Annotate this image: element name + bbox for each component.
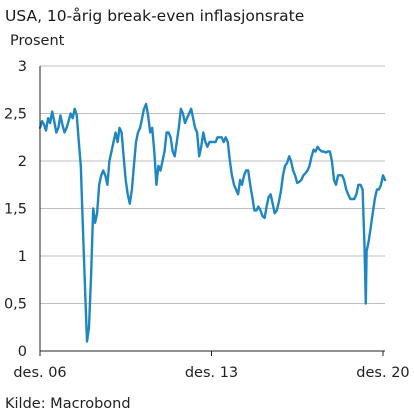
y-tick-label: 2,5 bbox=[4, 107, 27, 123]
series-line bbox=[38, 102, 387, 343]
x-tick-label: des. 06 bbox=[13, 365, 66, 381]
y-tick-label: 1,5 bbox=[4, 202, 27, 218]
series-layer bbox=[38, 102, 387, 343]
y-tick-label: 2 bbox=[18, 154, 27, 170]
y-tick-label: 0,5 bbox=[4, 297, 27, 313]
y-tick-label: 0 bbox=[18, 344, 27, 360]
source-note: Kilde: Macrobond bbox=[5, 396, 131, 412]
y-axis-label: Prosent bbox=[10, 33, 65, 49]
axes: 0 0,5 1 1,5 2 2,5 3 des. 06 des. 13 des. 20 bbox=[4, 59, 410, 381]
chart-title: USA, 10-årig break-even inflasjonsrate bbox=[5, 7, 304, 25]
y-tick-label: 3 bbox=[18, 59, 27, 75]
x-tick-label: des. 13 bbox=[185, 365, 238, 381]
x-tick-label: des. 20 bbox=[356, 365, 409, 381]
y-tick-label: 1 bbox=[18, 249, 27, 265]
